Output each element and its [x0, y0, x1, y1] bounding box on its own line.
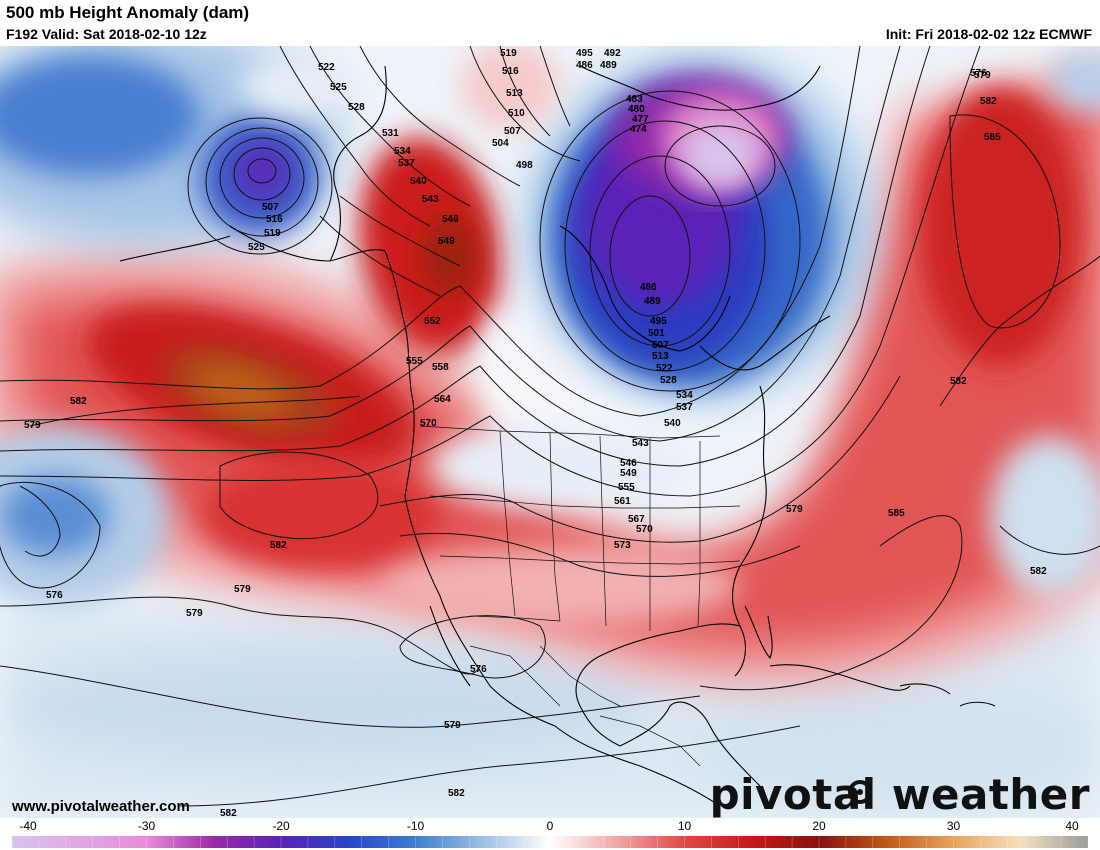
contour-label: 480: [628, 104, 645, 115]
contour-label: 501: [648, 328, 665, 339]
contour-label: 582: [1030, 566, 1047, 577]
contour-label: 519: [264, 228, 281, 239]
contour-label: 579: [974, 70, 991, 81]
contour-label: 537: [676, 402, 693, 413]
colorbar-tick-label: 30: [946, 819, 961, 833]
contour-label: 570: [636, 524, 653, 535]
contour-label: 549: [438, 236, 455, 247]
coastlines: [119, 65, 996, 807]
contour-label: 585: [888, 508, 905, 519]
map-title: 500 mb Height Anomaly (dam): [6, 3, 250, 22]
contour-label: 546: [620, 458, 637, 469]
contour-label: 528: [348, 102, 365, 113]
contour-label: 522: [318, 62, 335, 73]
contour-label: 558: [432, 362, 449, 373]
contour-label: 495: [576, 48, 593, 59]
contour-label: 513: [652, 351, 669, 362]
website-url[interactable]: www.pivotalweather.com: [12, 798, 190, 815]
contour-label: 528: [660, 375, 677, 386]
contour-label: 582: [950, 376, 967, 387]
contour-label: 570: [420, 418, 437, 429]
contour-label: 486: [576, 60, 593, 71]
contour-label: 561: [614, 496, 631, 507]
colorbar-tick-label: 10: [677, 819, 692, 833]
contour-label: 477: [632, 114, 649, 125]
contour-label: 525: [248, 242, 265, 253]
init-time: Init: Fri 2018-02-02 12z ECMWF: [885, 26, 1092, 42]
contour-label: 546: [442, 214, 459, 225]
anomaly-shading: [0, 46, 1100, 818]
contour-label: 543: [422, 194, 439, 205]
contour-label: 540: [410, 176, 427, 187]
contour-label: 516: [266, 214, 283, 225]
anomaly-colorbar: [12, 836, 1088, 848]
contour-label: 510: [508, 108, 525, 119]
contour-label: 489: [600, 60, 617, 71]
contour-label: 555: [406, 356, 423, 367]
height-contour-labels: 495 492 486 489 483 480 477 474 498 519 …: [24, 48, 1047, 818]
contour-label: 582: [270, 540, 287, 551]
contour-label: 552: [424, 316, 441, 327]
contour-label: 516: [502, 66, 519, 77]
contour-label: 582: [220, 808, 237, 818]
contour-label: 549: [620, 468, 637, 479]
contour-label: 525: [330, 82, 347, 93]
valid-time: F192 Valid: Sat 2018-02-10 12z: [6, 26, 207, 42]
contour-label: 534: [676, 390, 693, 401]
contour-label: 576: [46, 590, 63, 601]
contour-label: 564: [434, 394, 451, 405]
contour-label: 573: [614, 540, 631, 551]
colorbar-gradient: [12, 836, 1088, 848]
colorbar-tick-label: -10: [406, 819, 425, 833]
contour-label: 576: [970, 68, 987, 79]
contour-label: 519: [500, 48, 517, 59]
contour-label: 474: [630, 124, 647, 135]
contour-label: 579: [234, 584, 251, 595]
contour-label: 531: [382, 128, 399, 139]
colorbar-tick-label: -30: [137, 819, 156, 833]
contour-label: 507: [262, 202, 279, 213]
contour-label: 492: [604, 48, 621, 59]
colorbar-tick-label: 40: [1065, 819, 1079, 833]
contour-label: 498: [516, 160, 533, 171]
contour-label: 582: [980, 96, 997, 107]
contour-label: 513: [506, 88, 523, 99]
contour-label: 504: [492, 138, 509, 149]
contour-label: 534: [394, 146, 411, 157]
height-contours: [0, 46, 1100, 807]
contour-label: 486: [640, 282, 657, 293]
colorbar-tick-label: -40: [19, 819, 37, 833]
contour-label: 582: [70, 396, 87, 407]
contour-label: 522: [656, 363, 673, 374]
weather-map[interactable]: 495 492 486 489 483 480 477 474 498 519 …: [0, 46, 1100, 818]
contour-label: 579: [24, 420, 41, 431]
contour-label: 579: [786, 504, 803, 515]
contour-label: 495: [650, 316, 667, 327]
contour-label: 543: [632, 438, 649, 449]
contour-label: 579: [444, 720, 461, 731]
contour-label: 507: [652, 340, 669, 351]
contour-label: 540: [664, 418, 681, 429]
contour-label: 576: [470, 664, 487, 675]
contour-label: 483: [626, 94, 643, 105]
contour-label: 507: [504, 126, 521, 137]
contour-label: 585: [984, 132, 1001, 143]
contour-label: 579: [186, 608, 203, 619]
contour-label: 555: [618, 482, 635, 493]
colorbar-tick-label: -20: [272, 819, 290, 833]
contour-label: 537: [398, 158, 415, 169]
header: 500 mb Height Anomaly (dam) F192 Valid: …: [0, 0, 1100, 46]
state-borders: [419, 425, 741, 767]
brand-wordmark: pivotal weather: [709, 770, 1090, 819]
contour-label: 582: [448, 788, 465, 799]
pivotal-weather-logo: [848, 780, 872, 804]
contour-label: 567: [628, 514, 645, 525]
colorbar-tick-label: 20: [812, 819, 826, 833]
colorbar-tick-label: 0: [546, 819, 554, 833]
contour-label: 489: [644, 296, 661, 307]
